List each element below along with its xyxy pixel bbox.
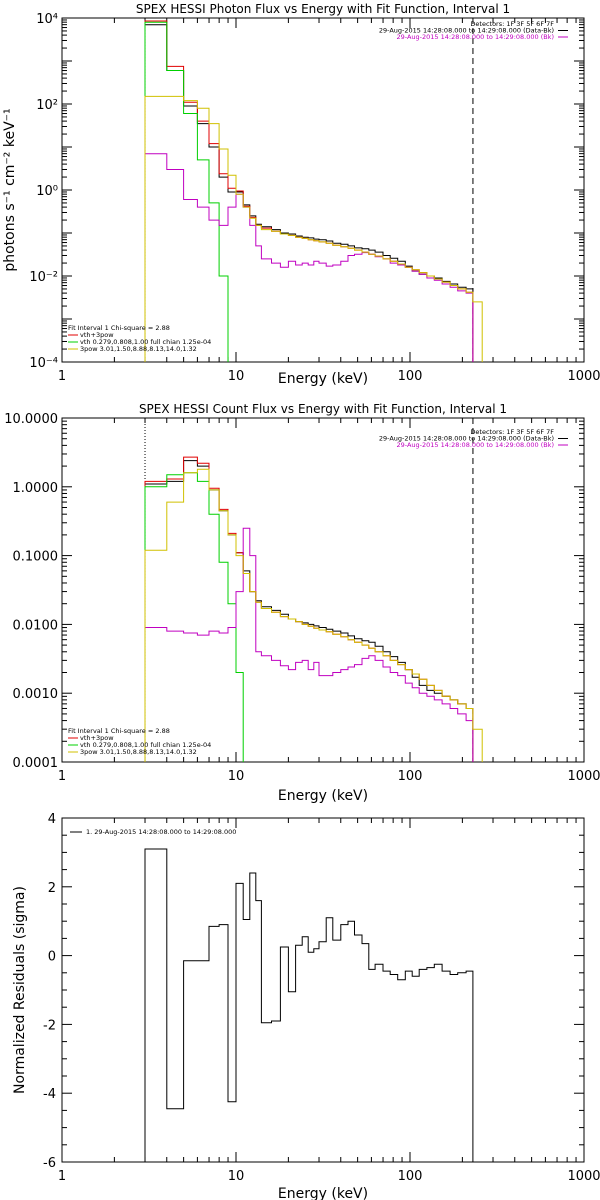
chart-panel-1: 1 10 100 1000 10⁻⁴ 10⁻² 10⁰ 10² 10⁴ SPEX HESSI Ph…	[2, 2, 600, 387]
plot-frame	[61, 417, 585, 763]
x-tick-label: 1	[58, 1169, 66, 1184]
legend-entry: 3pow 3.01,1.50,8.88,8.13,14.0,1.32	[80, 345, 197, 353]
chart-title: SPEX HESSI Photon Flux vs Energy with Fi…	[136, 2, 510, 16]
y-tick-label: 10.0000	[4, 412, 58, 427]
header-text: 29-Aug-2015 14:28:08.000 to 14:29:08.000…	[397, 441, 554, 449]
y-tick-label: 4	[48, 812, 56, 827]
plot-frame	[61, 17, 585, 363]
legend-entry: vth 0.279,0.808,1.00 full chian 1.25e-04	[80, 741, 211, 749]
x-tick-label: 1000	[567, 769, 600, 784]
y-tick-label: 10⁰	[36, 184, 58, 199]
y-tick-label: 0.1000	[13, 550, 59, 565]
legend-entry: Fit Interval 1 Chi-square = 2.88	[68, 324, 170, 332]
y-tick-label: 10²	[36, 98, 58, 113]
x-axis-label: Energy (keV)	[278, 371, 368, 387]
x-tick-label: 100	[398, 769, 423, 784]
y-tick-label: 10⁴	[36, 12, 58, 27]
header-text: 29-Aug-2015 14:28:08.000 to 14:29:08.000…	[379, 435, 554, 443]
header-text: 29-Aug-2015 14:28:08.000 to 14:29:08.000…	[397, 33, 554, 41]
legend-entry: vth+3pow	[80, 734, 114, 742]
x-tick-label: 10	[228, 769, 245, 784]
x-tick-label: 100	[398, 369, 423, 384]
series-line-4	[144, 153, 474, 362]
legend-entry: 1. 29-Aug-2015 14:28:08.000 to 14:29:08.…	[86, 828, 236, 836]
y-tick-label: 2	[48, 881, 56, 896]
x-tick-label: 1000	[567, 1169, 600, 1184]
header-text: 29-Aug-2015 14:28:08.000 to 14:29:08.000…	[379, 27, 554, 35]
y-tick-label: -6	[43, 1156, 56, 1171]
y-tick-label: 1.0000	[13, 481, 59, 496]
legend-entry: vth+3pow	[80, 331, 114, 339]
y-axis-label: photons s⁻¹ cm⁻² keV⁻¹	[2, 108, 18, 271]
y-tick-label: -2	[43, 1018, 56, 1033]
legend-entry: vth 0.279,0.808,1.00 full chian 1.25e-04	[80, 338, 211, 346]
chart-panel-3: 1 10 100 1000 -6 -4 -2 0 2 4 Energy (keV) Normalize…	[12, 812, 600, 1200]
x-tick-label: 10	[228, 1169, 245, 1184]
series-line-2	[144, 20, 474, 362]
x-tick-label: 1	[58, 769, 66, 784]
series-line-5	[144, 95, 483, 362]
y-tick-label: 0.0010	[13, 687, 59, 702]
x-tick-label: 10	[228, 369, 245, 384]
y-tick-label: 10⁻⁴	[29, 356, 58, 371]
x-tick-label: 1000	[567, 369, 600, 384]
y-tick-label: 0.0001	[13, 756, 59, 771]
y-axis-label: Normalized Residuals (sigma)	[12, 886, 28, 1094]
y-tick-label: 10⁻²	[29, 270, 58, 285]
series-line-1	[144, 848, 474, 1162]
series-group	[144, 456, 483, 762]
series-line-1	[144, 460, 474, 762]
plot-frame	[61, 817, 585, 1163]
chart-title: SPEX HESSI Count Flux vs Energy with Fit…	[139, 402, 507, 416]
chart-panel-2: 1 10 100 1000 0.0001 0.0010 0.0100 0.1000 1.0000…	[4, 402, 600, 804]
x-tick-label: 1	[58, 369, 66, 384]
header-text: Detectors: 1F 3F 5F 6F 7F	[470, 428, 554, 436]
series-line-4	[144, 527, 474, 762]
header-text: Detectors: 1F 3F 5F 6F 7F	[470, 20, 554, 28]
series-group	[144, 848, 474, 1162]
x-axis-label: Energy (keV)	[278, 1186, 368, 1200]
y-tick-label: 0	[48, 950, 56, 965]
series-group	[144, 20, 483, 362]
series-line-1	[144, 24, 474, 362]
legend-entry: 3pow 3.01,1.50,8.88,8.13,14.0,1.32	[80, 748, 197, 756]
y-tick-label: 0.0100	[13, 618, 59, 633]
y-tick-label: -4	[43, 1087, 56, 1102]
series-line-3	[144, 21, 229, 362]
series-line-2	[144, 456, 474, 762]
x-axis-label: Energy (keV)	[278, 788, 368, 804]
legend-entry: Fit Interval 1 Chi-square = 2.88	[68, 727, 170, 735]
x-tick-label: 100	[398, 1169, 423, 1184]
series-line-5	[144, 468, 483, 762]
